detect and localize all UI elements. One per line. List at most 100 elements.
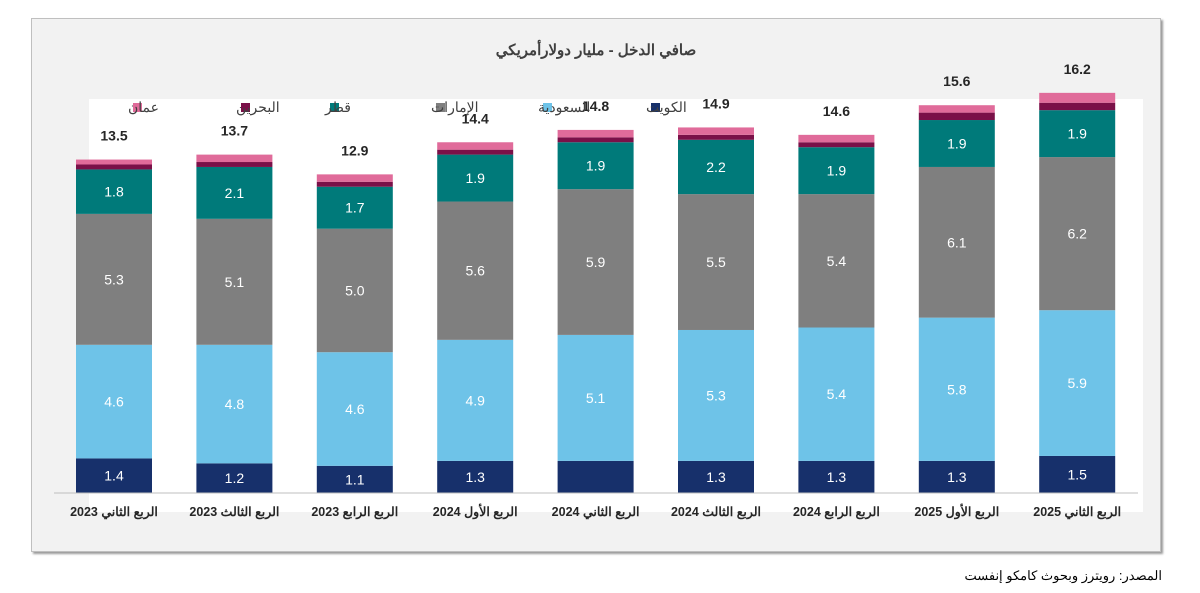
data-label: 1.7 bbox=[345, 200, 365, 216]
data-label: 4.9 bbox=[465, 392, 485, 408]
bar-segment bbox=[557, 334, 634, 461]
legend-swatch bbox=[330, 103, 339, 112]
data-label: 1.9 bbox=[586, 158, 606, 174]
bar-segment bbox=[1039, 110, 1116, 158]
data-label: 5.3 bbox=[706, 387, 726, 403]
data-label: 1.3 bbox=[465, 469, 485, 485]
data-label: 5.5 bbox=[706, 254, 726, 270]
data-label: 4.6 bbox=[104, 394, 124, 410]
category-label: الربع الثالث 2023 bbox=[189, 505, 279, 520]
bar-segment bbox=[437, 149, 514, 155]
bar-segment bbox=[316, 186, 393, 229]
data-label: 5.1 bbox=[225, 274, 245, 290]
total-label: 14.9 bbox=[702, 95, 729, 111]
bar-segment bbox=[557, 189, 634, 335]
data-label: 4.8 bbox=[225, 396, 245, 412]
data-label: 6.1 bbox=[947, 234, 967, 250]
data-label: 1.9 bbox=[827, 163, 847, 179]
legend-label: السعودية bbox=[538, 99, 590, 116]
data-label: 1.2 bbox=[225, 470, 245, 486]
total-label: 16.2 bbox=[1064, 61, 1091, 77]
data-label: 1.3 bbox=[947, 469, 967, 485]
legend-swatch bbox=[543, 103, 552, 112]
legend-swatch bbox=[651, 103, 660, 112]
bar-segment bbox=[1039, 102, 1116, 111]
bar-segment bbox=[557, 142, 634, 190]
total-label: 14.6 bbox=[823, 103, 850, 119]
bar-segment bbox=[316, 228, 393, 353]
chart-frame: صافي الدخل - مليار دولارأمريكي 1.4 4.6 5.3… bbox=[31, 18, 1161, 552]
data-label: 1.8 bbox=[104, 184, 124, 200]
bar-segment bbox=[196, 344, 273, 464]
total-label: 14.4 bbox=[462, 110, 489, 126]
data-label: 2.2 bbox=[706, 159, 726, 175]
bar-segment bbox=[196, 166, 273, 219]
bar-segment bbox=[1039, 310, 1116, 456]
bar-segment bbox=[76, 159, 152, 165]
bar-segment bbox=[678, 329, 754, 461]
bar-segment bbox=[678, 139, 754, 195]
bar-segment bbox=[798, 327, 875, 461]
bar-segment bbox=[557, 460, 634, 493]
bar-segment bbox=[1039, 157, 1116, 311]
bar-segment bbox=[678, 460, 754, 493]
legend-label: قطر bbox=[324, 99, 351, 116]
data-label: 5.1 bbox=[586, 390, 606, 406]
data-label: 1.3 bbox=[827, 469, 847, 485]
data-label: 6.2 bbox=[1067, 226, 1087, 242]
bar-segment bbox=[918, 120, 995, 167]
bar-segment bbox=[798, 460, 875, 493]
data-label: 1.9 bbox=[465, 170, 485, 186]
data-label: 2.1 bbox=[225, 185, 245, 201]
category-label: الربع الثاني 2023 bbox=[70, 505, 158, 520]
data-label: 1.3 bbox=[706, 469, 726, 485]
bar-segment bbox=[798, 134, 875, 143]
data-label: 5.0 bbox=[345, 282, 365, 298]
bar-segment bbox=[196, 154, 273, 163]
legend-label: عمان bbox=[128, 99, 159, 115]
bar-segment bbox=[678, 194, 754, 330]
chart-canvas: 1.4 4.6 5.3 1.8 13.5 الربع الثاني 2023 1.2 4.8 5… bbox=[54, 61, 1138, 520]
bar-segment bbox=[196, 218, 273, 345]
legend-label: الإمارات bbox=[431, 99, 478, 116]
bar-segment bbox=[918, 166, 995, 318]
bar-segment bbox=[437, 142, 514, 150]
legend-label: البحرين bbox=[236, 99, 280, 116]
bar-segment bbox=[798, 194, 875, 328]
bar-segment bbox=[678, 134, 754, 140]
data-label: 5.3 bbox=[104, 271, 124, 287]
legend-swatch bbox=[241, 103, 250, 112]
legend-label: الكويت bbox=[646, 99, 687, 116]
bar-segment bbox=[557, 129, 634, 138]
data-label: 1.5 bbox=[1067, 466, 1087, 482]
total-label: 13.5 bbox=[100, 128, 127, 144]
bar-segment bbox=[76, 344, 152, 459]
bar-segment bbox=[1039, 92, 1116, 103]
bar-segment bbox=[76, 164, 152, 170]
bar-segment bbox=[76, 213, 152, 345]
total-label: 12.9 bbox=[341, 142, 368, 158]
data-label: 1.1 bbox=[345, 471, 365, 487]
bar-segment bbox=[918, 105, 995, 113]
category-label: الربع الرابع 2024 bbox=[793, 505, 880, 520]
bar-segment bbox=[678, 127, 754, 135]
bar-segment bbox=[76, 458, 152, 493]
bar-segment bbox=[196, 463, 273, 493]
data-label: 1.9 bbox=[947, 135, 967, 151]
bar-segment bbox=[316, 181, 393, 187]
bar-segment bbox=[437, 339, 514, 461]
total-label: 15.6 bbox=[943, 73, 970, 89]
total-label: 13.7 bbox=[221, 123, 248, 139]
bar-segment bbox=[316, 174, 393, 182]
bar-segment bbox=[798, 142, 875, 148]
data-label: 5.4 bbox=[827, 253, 847, 269]
data-label: 4.6 bbox=[345, 401, 365, 417]
bar-segment bbox=[798, 147, 875, 195]
category-label: الربع الثالث 2024 bbox=[671, 505, 761, 520]
bar-segment bbox=[437, 154, 514, 202]
data-label: 1.9 bbox=[1067, 126, 1087, 142]
data-label: 5.9 bbox=[586, 254, 606, 270]
category-label: الربع الثاني 2025 bbox=[1033, 505, 1121, 520]
data-label: 5.9 bbox=[1067, 375, 1087, 391]
category-label: الربع الثاني 2024 bbox=[552, 505, 640, 520]
